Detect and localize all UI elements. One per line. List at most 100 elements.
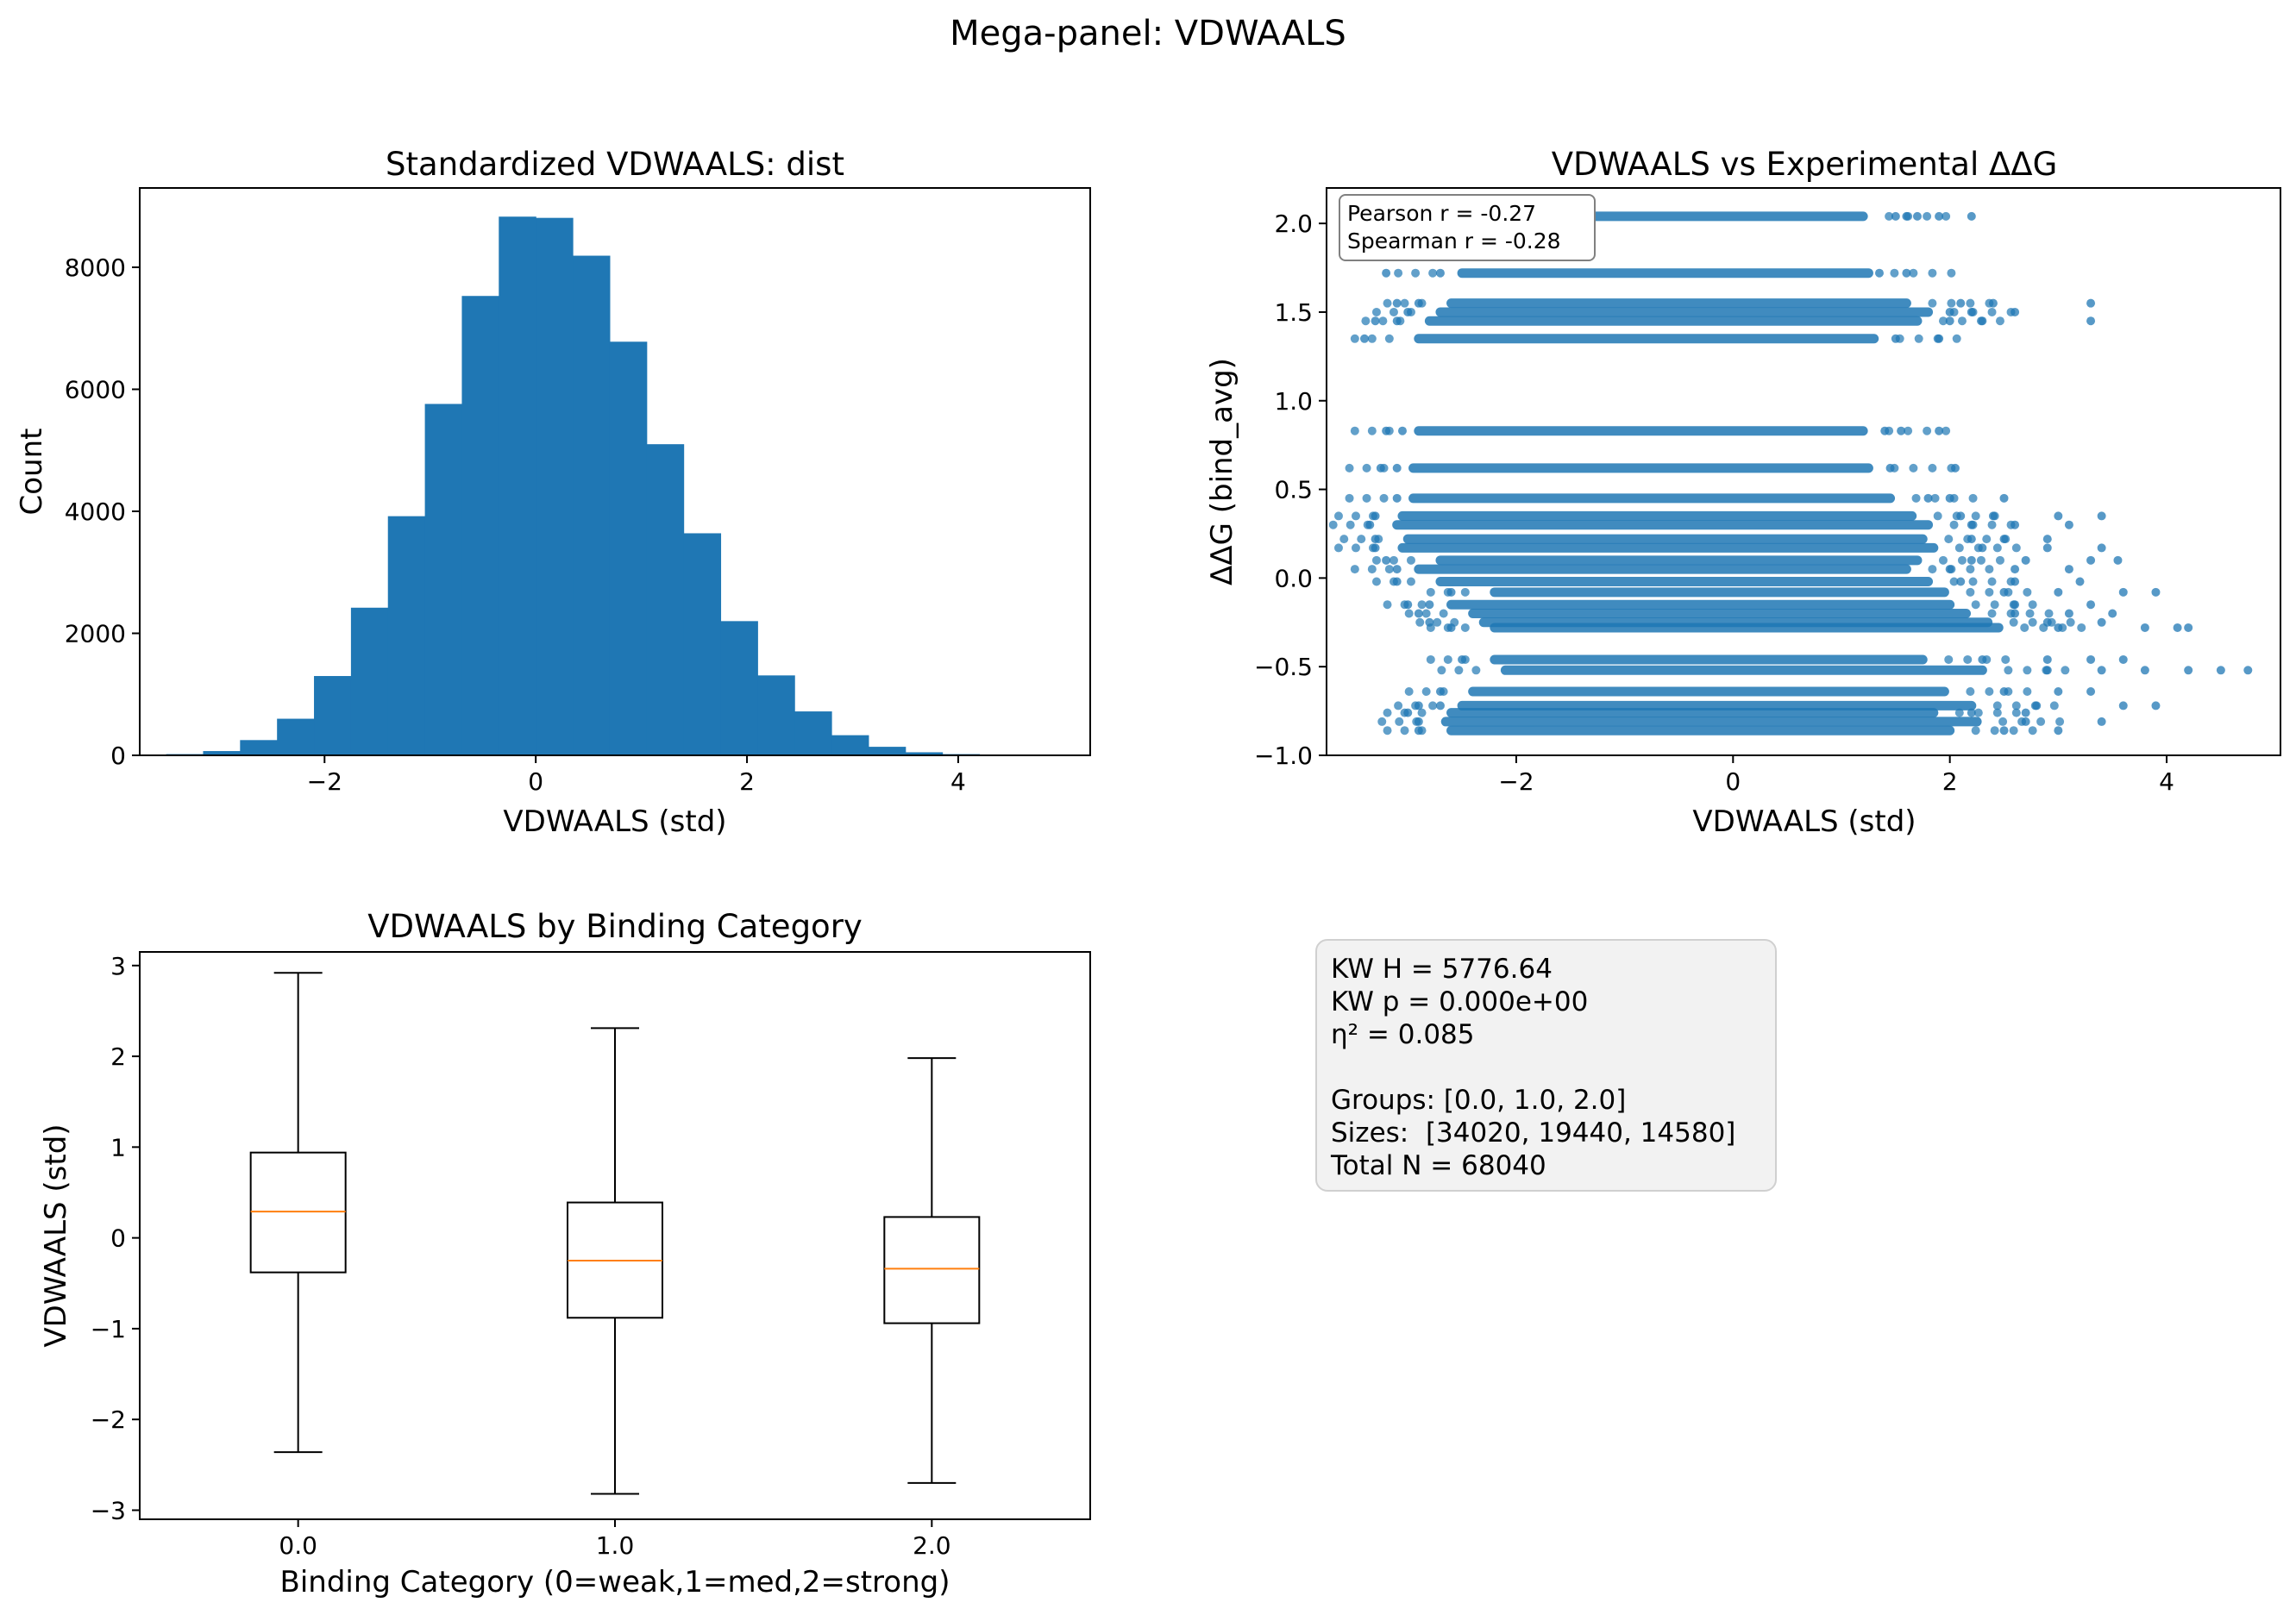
scatter-point xyxy=(2021,717,2030,726)
scatter-point xyxy=(2077,623,2086,632)
x-tick-label: 2 xyxy=(1942,767,1958,796)
histogram-panel: Standardized VDWAALS: dist −2 0 2 4 0 2000 40… xyxy=(15,146,1091,839)
scatter-point xyxy=(2011,543,2021,553)
scatter-point xyxy=(2151,701,2161,710)
scatter-point xyxy=(1999,535,2009,544)
x-tick-label: 4 xyxy=(2159,767,2174,796)
histogram-bar xyxy=(499,216,536,755)
spearman-text: Spearman r = -0.28 xyxy=(1347,228,1561,254)
histogram-bar xyxy=(424,404,463,755)
scatter-point xyxy=(1378,316,1388,326)
y-tick-label: 8000 xyxy=(65,254,126,282)
scatter-point xyxy=(1938,316,1948,326)
y-tick-label: 1.0 xyxy=(1274,387,1313,416)
scatter-point xyxy=(2151,587,2161,597)
scatter-point xyxy=(2020,623,2029,632)
scatter-point xyxy=(1902,211,1911,221)
scatter-point xyxy=(1383,298,1392,308)
scatter-point xyxy=(2004,666,2013,675)
histogram-x-label: VDWAALS (std) xyxy=(503,804,726,839)
y-tick-label: −1.0 xyxy=(1254,742,1313,770)
x-tick-label: 0 xyxy=(528,767,543,796)
scatter-point xyxy=(1902,268,1911,278)
histogram-y-ticks: 0 2000 4000 6000 8000 xyxy=(65,254,140,770)
scatter-point xyxy=(1999,493,2009,503)
scatter-point xyxy=(1923,493,1933,503)
scatter-point xyxy=(2032,701,2042,710)
scatter-point xyxy=(2028,617,2037,627)
scatter-point xyxy=(1890,268,1899,278)
scatter-point xyxy=(1426,654,1435,664)
scatter-point xyxy=(1909,268,1918,278)
scatter-point xyxy=(1998,717,2008,726)
scatter-point xyxy=(1406,577,1415,586)
scatter-point xyxy=(1446,623,1456,632)
scatter-point xyxy=(2173,623,2182,632)
scatter-point xyxy=(1874,268,1884,278)
scatter-point xyxy=(1403,600,1413,610)
scatter-point xyxy=(2049,701,2059,710)
scatter-point xyxy=(2011,520,2020,529)
scatter-panel: VDWAALS vs Experimental ΔΔG −2 0 2 4 −1.0 −0… xyxy=(1205,146,2281,839)
scatter-point xyxy=(2025,609,2035,618)
boxplot-axes-frame xyxy=(139,951,1091,1520)
scatter-point xyxy=(1914,334,1923,343)
scatter-point xyxy=(1371,535,1380,544)
scatter-point xyxy=(1362,493,1371,503)
scatter-point xyxy=(1351,511,1360,521)
scatter-point xyxy=(1947,268,1956,278)
scatter-point xyxy=(2023,666,2032,675)
scatter-point xyxy=(1973,708,1983,717)
scatter-point xyxy=(2097,666,2106,675)
scatter-point xyxy=(1911,493,1921,503)
histogram-bar xyxy=(573,255,611,755)
scatter-point xyxy=(1382,268,1391,278)
scatter-point xyxy=(2066,617,2075,627)
scatter-x-ticks: −2 0 2 4 xyxy=(1498,755,2174,796)
scatter-point xyxy=(1389,307,1398,316)
histogram-bar xyxy=(277,718,315,755)
scatter-point xyxy=(1328,520,1338,529)
scatter-point xyxy=(1392,493,1402,503)
scatter-points xyxy=(1328,211,2253,736)
scatter-point xyxy=(2011,701,2021,710)
scatter-point xyxy=(1414,726,1423,736)
scatter-point xyxy=(1392,463,1402,473)
scatter-point xyxy=(1406,555,1415,565)
histogram-bar xyxy=(461,296,499,755)
scatter-point xyxy=(2011,708,2021,717)
scatter-point xyxy=(1389,555,1398,565)
scatter-point xyxy=(1966,565,1975,574)
scatter-point xyxy=(1978,654,1987,664)
box-group xyxy=(567,1027,663,1495)
scatter-point xyxy=(1966,298,1975,308)
scatter-point xyxy=(1433,617,1442,627)
scatter-point xyxy=(1361,316,1371,326)
scatter-point xyxy=(1403,307,1413,316)
scatter-point xyxy=(1439,609,1448,618)
scatter-point xyxy=(1988,298,1998,308)
scatter-point xyxy=(1376,463,1385,473)
scatter-point xyxy=(2140,666,2149,675)
scatter-point xyxy=(2097,511,2106,521)
scatter-point xyxy=(1992,543,2002,553)
scatter-point xyxy=(1950,463,1960,473)
scatter-point xyxy=(1982,535,1992,544)
scatter-point xyxy=(1990,726,1999,736)
boxplot-y-label: VDWAALS (std) xyxy=(39,1124,73,1347)
scatter-point xyxy=(1954,543,1964,553)
scatter-point xyxy=(1426,587,1435,597)
stats-line-kw-h: KW H = 5776.64 xyxy=(1331,954,1553,985)
scatter-point xyxy=(2061,666,2070,675)
y-tick-label: 2.0 xyxy=(1274,210,1313,238)
scatter-point xyxy=(1956,511,1966,521)
scatter-point xyxy=(2044,609,2054,618)
scatter-point xyxy=(2011,609,2020,618)
scatter-point xyxy=(1967,555,1976,565)
scatter-point xyxy=(1987,307,1997,316)
boxplot-boxes xyxy=(249,972,981,1495)
scatter-point xyxy=(1460,587,1470,597)
scatter-point xyxy=(1403,708,1413,717)
y-tick-label: 3 xyxy=(110,952,126,980)
